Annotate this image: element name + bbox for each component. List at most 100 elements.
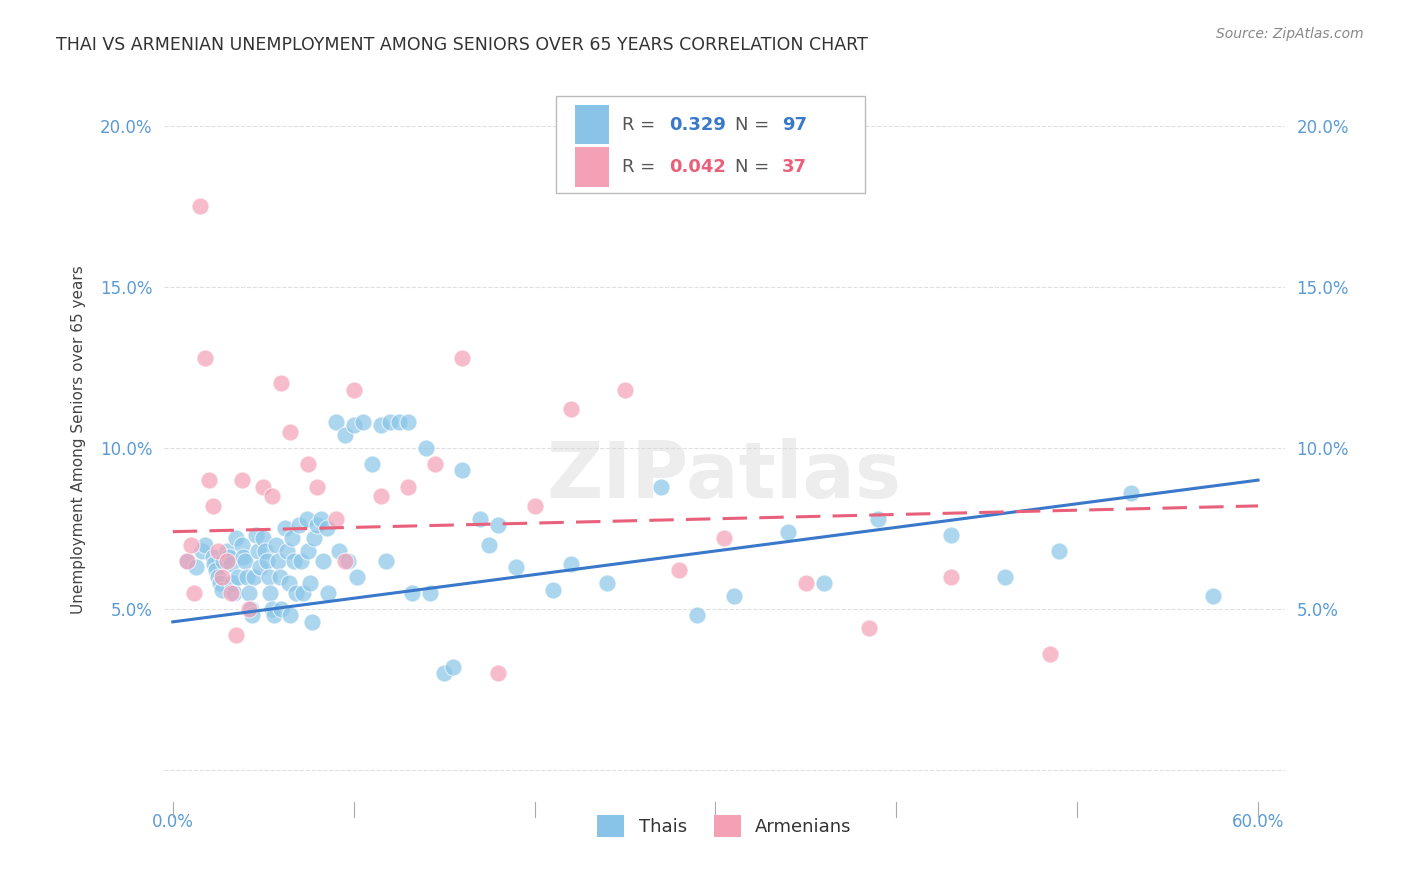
Point <box>1047 544 1070 558</box>
Point <box>596 576 619 591</box>
Point <box>858 621 880 635</box>
Point <box>270 376 292 391</box>
Point <box>451 351 474 365</box>
Point <box>288 518 311 533</box>
Point <box>994 570 1017 584</box>
Text: 37: 37 <box>782 158 807 176</box>
Point <box>307 479 329 493</box>
Point <box>301 615 323 629</box>
Point <box>252 531 274 545</box>
Point <box>343 418 366 433</box>
Point <box>231 473 253 487</box>
Point <box>263 608 285 623</box>
Point <box>252 479 274 493</box>
Point <box>215 544 238 558</box>
Point <box>375 554 398 568</box>
Text: R =: R = <box>623 158 661 176</box>
Point <box>194 537 217 551</box>
Point <box>208 576 231 591</box>
Point <box>267 554 290 568</box>
Point <box>401 586 423 600</box>
Point <box>668 563 690 577</box>
Point <box>211 570 233 584</box>
Point <box>868 512 890 526</box>
Point <box>269 570 291 584</box>
Point <box>232 550 254 565</box>
Point <box>813 576 835 591</box>
Point <box>441 660 464 674</box>
Point <box>219 586 242 600</box>
Point <box>1121 486 1143 500</box>
Point <box>188 199 211 213</box>
Point <box>256 554 278 568</box>
Point <box>328 544 350 558</box>
Point <box>176 554 198 568</box>
Point <box>245 528 267 542</box>
Point <box>225 531 247 545</box>
Y-axis label: Unemployment Among Seniors over 65 years: Unemployment Among Seniors over 65 years <box>72 266 86 615</box>
Point <box>297 544 319 558</box>
Point <box>290 554 312 568</box>
Point <box>231 537 253 551</box>
Point <box>433 666 456 681</box>
Point <box>776 524 799 539</box>
Point <box>318 586 340 600</box>
Point <box>343 383 366 397</box>
Point <box>218 550 240 565</box>
FancyBboxPatch shape <box>575 104 609 145</box>
Point <box>360 457 382 471</box>
Point <box>523 499 546 513</box>
Point <box>451 463 474 477</box>
Point <box>388 415 411 429</box>
Text: 0.042: 0.042 <box>669 158 727 176</box>
Point <box>211 582 233 597</box>
Text: 97: 97 <box>782 116 807 134</box>
Point <box>238 586 260 600</box>
Point <box>713 531 735 545</box>
Point <box>1202 589 1225 603</box>
Point <box>225 628 247 642</box>
Text: R =: R = <box>623 116 661 134</box>
Point <box>333 428 356 442</box>
Point <box>221 576 243 591</box>
Point <box>226 570 249 584</box>
Point <box>309 512 332 526</box>
Point <box>262 489 284 503</box>
Point <box>423 457 446 471</box>
Point <box>307 518 329 533</box>
Point <box>249 560 271 574</box>
Point <box>207 544 229 558</box>
Point <box>183 586 205 600</box>
Point <box>280 608 302 623</box>
Point <box>1039 647 1062 661</box>
Point <box>215 554 238 568</box>
Point <box>277 576 299 591</box>
Point <box>190 544 212 558</box>
Point <box>212 554 235 568</box>
Point <box>419 586 441 600</box>
Point <box>378 415 401 429</box>
Point <box>257 570 280 584</box>
Point <box>284 586 307 600</box>
Text: ZIPatlas: ZIPatlas <box>547 438 903 514</box>
Point <box>292 586 315 600</box>
Point <box>370 418 392 433</box>
Point <box>219 557 242 571</box>
Point <box>240 608 263 623</box>
FancyBboxPatch shape <box>575 147 609 187</box>
Point <box>276 544 298 558</box>
Point <box>315 521 337 535</box>
Point <box>650 479 672 493</box>
Point <box>325 415 347 429</box>
Point <box>333 554 356 568</box>
Point <box>262 602 284 616</box>
Point <box>239 602 262 616</box>
Point <box>325 512 347 526</box>
Point <box>396 479 419 493</box>
Point <box>560 402 582 417</box>
Point <box>486 518 509 533</box>
Point <box>201 550 224 565</box>
Point <box>280 425 302 439</box>
Point <box>794 576 817 591</box>
Point <box>270 602 292 616</box>
